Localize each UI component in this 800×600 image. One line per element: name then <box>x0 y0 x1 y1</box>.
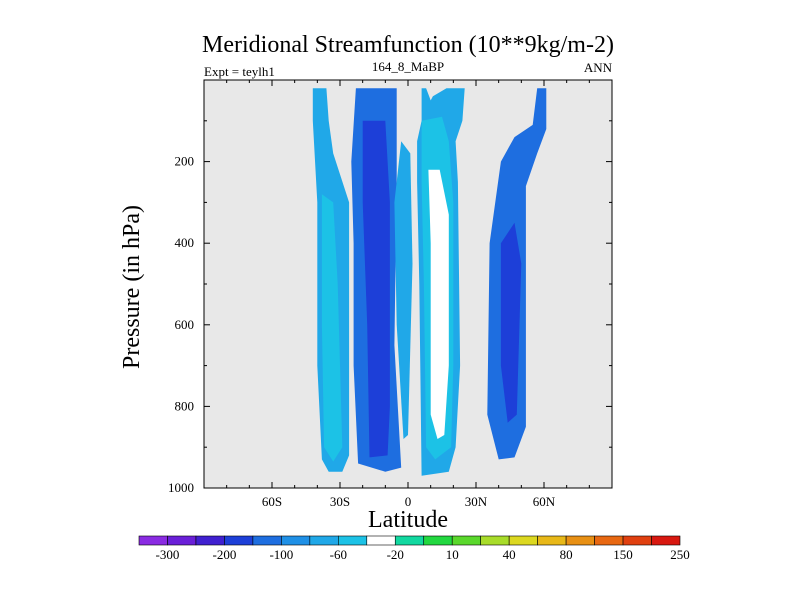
colorbar-swatch <box>281 535 311 546</box>
colorbar-tick-label: -200 <box>212 547 236 562</box>
colorbar-tick-label: -300 <box>156 547 180 562</box>
equatorial-band-10 <box>394 141 413 439</box>
y-tick-label: 600 <box>175 317 195 332</box>
colorbar-tick-label: -60 <box>330 547 347 562</box>
southern-hadley-cell--60 <box>362 120 390 458</box>
southern-ferrel-cell-40 <box>321 194 343 462</box>
colorbar-tick-label: 150 <box>613 547 633 562</box>
colorbar-swatch <box>537 535 567 546</box>
x-tick-label: 30S <box>330 494 350 509</box>
x-axis-label: Latitude <box>368 507 448 533</box>
contour-fields <box>312 88 547 476</box>
x-axis-ticks: 60S 30S 0 30N 60N <box>226 80 590 509</box>
colorbar-swatch <box>138 535 168 546</box>
colorbar-swatch <box>480 535 510 546</box>
y-tick-label: 200 <box>175 154 195 169</box>
colorbar-swatch <box>594 535 624 546</box>
x-tick-label: 60N <box>533 494 556 509</box>
colorbar-tick-label: 10 <box>446 547 459 562</box>
colorbar: -300 -200 -100 -60 -20 10 40 80 150 250 <box>138 535 690 562</box>
northern-ferrel-cell--60 <box>500 222 522 423</box>
chart-title: Meridional Streamfunction (10**9kg/m-2) <box>202 32 614 58</box>
x-tick-label: 30N <box>465 494 488 509</box>
colorbar-swatch <box>565 535 595 546</box>
y-axis-ticks: 200 400 600 800 1000 <box>168 120 612 495</box>
colorbar-swatch <box>309 535 339 546</box>
northern-hadley-cell-80 <box>428 169 449 440</box>
colorbar-swatch <box>508 535 538 546</box>
y-tick-label: 1000 <box>168 480 194 495</box>
y-tick-label: 400 <box>175 235 195 250</box>
plot-area: 200 400 600 800 1000 60S 30S 0 30N 60N <box>168 79 613 509</box>
colorbar-tick-label: -100 <box>269 547 293 562</box>
period-label: 164_8_MaBP <box>372 59 444 74</box>
colorbar-swatch <box>366 535 396 546</box>
x-tick-label: 0 <box>405 494 412 509</box>
colorbar-swatch <box>423 535 453 546</box>
colorbar-swatch <box>451 535 481 546</box>
colorbar-tick-label: 80 <box>560 547 573 562</box>
season-label: ANN <box>584 60 613 75</box>
colorbar-tick-label: 250 <box>670 547 690 562</box>
colorbar-swatch <box>224 535 254 546</box>
experiment-label: Expt = teylh1 <box>204 64 275 79</box>
colorbar-tick-label: -20 <box>387 547 404 562</box>
colorbar-swatch <box>252 535 282 546</box>
colorbar-swatch <box>195 535 225 546</box>
colorbar-tick-label: 40 <box>503 547 516 562</box>
colorbar-swatch <box>167 535 197 546</box>
colorbar-swatch <box>651 535 681 546</box>
colorbar-swatch <box>394 535 425 546</box>
y-tick-label: 800 <box>175 398 195 413</box>
colorbar-swatch <box>338 535 368 546</box>
colorbar-swatch <box>622 535 652 546</box>
x-tick-label: 60S <box>262 494 282 509</box>
y-axis-label: Pressure (in hPa) <box>119 205 145 369</box>
